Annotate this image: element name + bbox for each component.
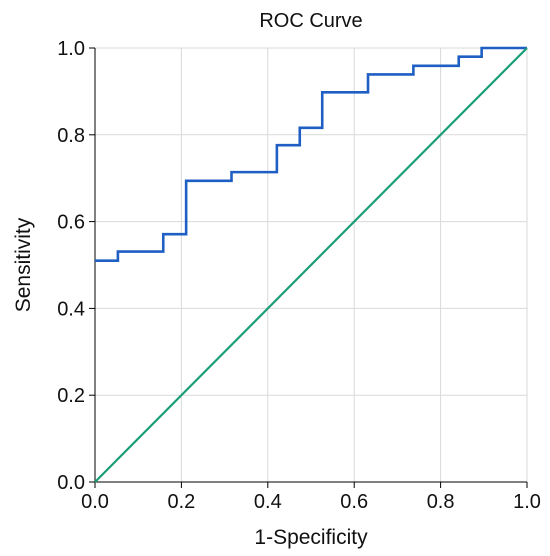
- y-axis-title: Sensitivity: [12, 217, 35, 312]
- x-tick-label: 0.2: [167, 491, 195, 513]
- y-tick-label: 0.8: [57, 125, 85, 147]
- grid: [94, 47, 528, 483]
- y-tick-labels: 0.0 0.2 0.4 0.6 0.8 1.0: [57, 38, 85, 494]
- series-group: [94, 46, 528, 483]
- diagonal-reference-line: [94, 47, 528, 483]
- x-tick-label: 0.8: [427, 491, 455, 513]
- x-tick-labels: 0.0 0.2 0.4 0.6 0.8 1.0: [81, 491, 541, 513]
- y-tick-label: 1.0: [57, 38, 85, 60]
- x-tick-label: 0.6: [340, 491, 368, 513]
- y-tick-label: 0.2: [57, 385, 85, 407]
- axes: [89, 47, 528, 488]
- x-axis-title: 1-Specificity: [254, 526, 368, 549]
- roc-curve-line: [95, 46, 527, 262]
- x-tick-label: 1.0: [513, 491, 541, 513]
- y-tick-label: 0.4: [57, 298, 85, 320]
- x-tick-label: 0.4: [254, 491, 282, 513]
- y-tick-label: 0.6: [57, 212, 85, 234]
- chart-title: ROC Curve: [259, 10, 362, 32]
- y-tick-label: 0.0: [57, 472, 85, 494]
- x-tick-label: 0.0: [81, 491, 109, 513]
